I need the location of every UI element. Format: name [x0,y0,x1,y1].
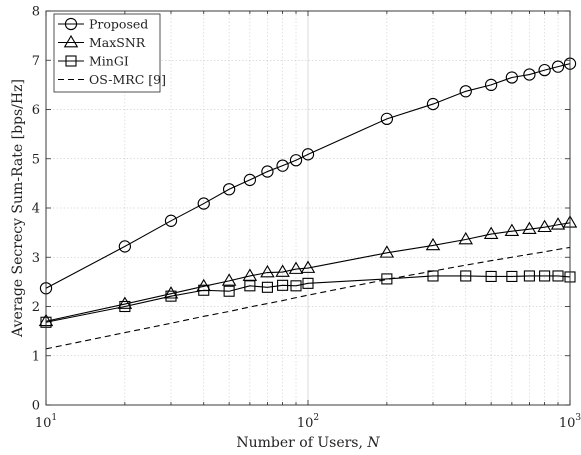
legend-entry: MinGI [58,54,129,69]
data-point [538,63,551,77]
data-point [275,264,290,277]
data-point [552,270,564,282]
data-point [164,214,178,227]
legend-marker [63,34,79,48]
x-tick-label-exponent: 2 [313,413,319,423]
legend-marker [65,55,77,67]
data-point [379,245,395,258]
data-point [426,97,440,111]
x-axis-title-text: Number of Users, [236,435,367,451]
y-tick-label: 7 [32,54,40,69]
series-line [45,275,571,323]
data-point [163,286,179,299]
data-point [197,197,210,210]
data-point [289,154,303,167]
series-2 [38,215,578,327]
data-point [243,173,257,187]
data-point [223,285,235,297]
data-point [222,183,236,196]
data-point [221,273,237,286]
x-tick-label-exponent: 1 [51,413,57,423]
legend-label: MinGI [89,54,129,69]
y-tick-label: 4 [32,202,40,217]
data-point [483,226,499,239]
legend-marker [64,17,78,31]
legend-label: Proposed [89,17,148,32]
legend-entry: Proposed [58,17,148,32]
legend-label: OS-MRC [9] [89,72,166,87]
data-point [537,219,552,233]
series-line [45,222,571,322]
data-point [261,281,273,293]
data-point [301,148,315,161]
legend: Proposed MaxSNR MinGI OS-MRC [9] [53,13,166,93]
data-point [380,112,394,126]
series-3 [40,270,576,328]
series-4 [45,246,571,350]
data-point [458,231,473,245]
data-point [300,260,316,273]
data-point [459,85,472,98]
y-axis-title: Average Secrecy Sum-Rate [bps/Hz] [10,79,26,338]
data-point [551,60,565,73]
data-point [302,277,314,289]
x-axis-title-variable: N [366,435,380,451]
data-point [522,221,537,235]
data-point [288,261,304,274]
y-tick-label: 0 [32,399,40,414]
y-tick-label: 5 [32,152,40,167]
data-point [506,270,518,283]
x-axis-title: Number of Users, N [236,435,380,451]
data-point [484,78,498,92]
data-point [539,270,551,282]
series-line [45,63,571,289]
data-point [119,300,131,313]
x-tick-label-base: 10 [559,416,576,431]
data-point [504,223,520,236]
legend-entry: MaxSNR [58,34,146,50]
data-point [460,270,472,282]
data-point [425,237,441,251]
data-point [523,270,535,282]
series-line [45,246,571,350]
data-point [290,280,302,292]
data-point [117,296,133,309]
series-group [38,57,578,350]
y-tick-label: 3 [32,251,40,266]
data-point [276,159,289,172]
x-tick-label-exponent: 3 [575,413,581,423]
data-point [277,279,289,291]
x-tick-label-base: 10 [297,416,314,431]
data-point [485,270,497,283]
data-point [505,71,519,84]
data-point [244,280,256,292]
y-tick-label: 1 [32,349,40,364]
data-point [118,240,132,253]
data-point [550,217,566,230]
data-point [523,68,536,81]
data-point [261,165,274,178]
data-point [165,290,177,302]
y-tick-label: 6 [32,103,40,118]
y-tick-label: 2 [32,300,40,315]
legend-label: MaxSNR [89,35,146,50]
x-tick-label-base: 10 [35,416,52,431]
x-tick-label: 102 [297,413,319,431]
grid [46,11,570,405]
data-point [198,284,210,296]
x-tick-label: 103 [559,413,581,431]
legend-entry: OS-MRC [9] [58,72,166,87]
data-point [260,264,275,278]
x-tick-label: 101 [35,413,57,431]
y-tick-label: 8 [32,5,40,20]
